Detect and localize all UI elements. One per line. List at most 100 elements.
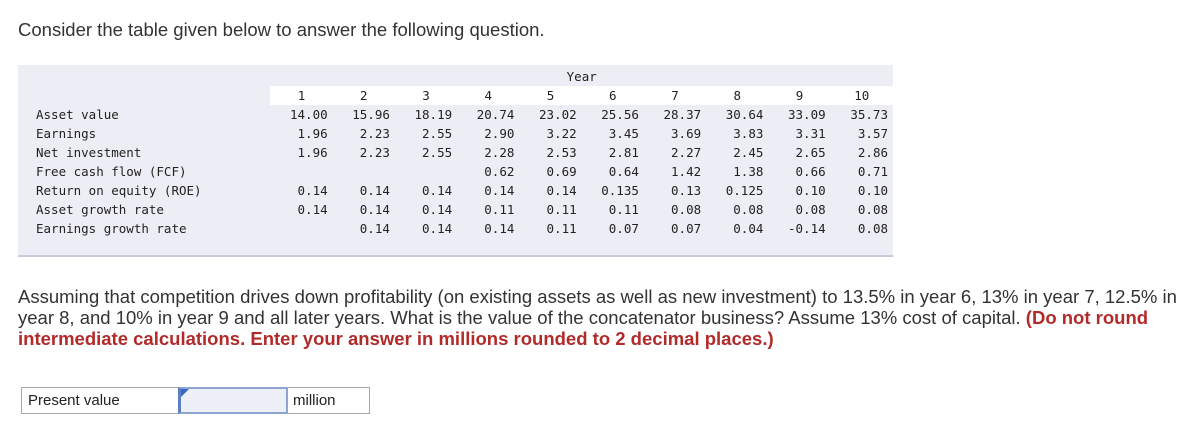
row-label: Net investment (36, 145, 142, 160)
table-cell: 0.07 (608, 221, 639, 236)
table-cell: 30.64 (725, 107, 764, 122)
table-cell: 0.135 (601, 183, 639, 198)
table-cell: 18.19 (414, 107, 453, 122)
row-label: Earnings (36, 126, 97, 141)
table-cell: 14.00 (290, 107, 328, 122)
table-cell (270, 162, 332, 181)
table-cell: 0.69 (546, 164, 577, 179)
table-cell: 28.37 (663, 107, 702, 122)
table-cell: 0.08 (795, 202, 826, 217)
table-cell: 0.08 (857, 221, 888, 236)
table-cell: 0.14 (484, 183, 515, 198)
year-column-header: 10 (830, 86, 893, 105)
table-cell: 0.14 (484, 221, 515, 236)
table-cell: 2.81 (608, 145, 639, 160)
table-cell: 0.08 (671, 202, 702, 217)
table-cell: 0.07 (671, 221, 702, 236)
table-cell: 0.14 (422, 221, 453, 236)
table-cell: 0.11 (484, 202, 515, 217)
table-cell: 3.57 (857, 126, 888, 141)
table-row: Asset value 14.00 15.96 18.19 20.74 23.02 25.5… (18, 105, 893, 124)
table-cell: 0.11 (546, 221, 577, 236)
question-text: Assuming that competition drives down pr… (18, 286, 1183, 349)
table-cell: 2.27 (671, 145, 702, 160)
data-table: Year 1 2 3 4 5 6 7 8 9 10 Asset value 14.00 15.96 18… (18, 67, 893, 238)
table-cell: 0.14 (359, 202, 390, 217)
table-cell: 0.11 (546, 202, 577, 217)
year-column-header: 6 (581, 86, 644, 105)
year-header: Year (566, 69, 597, 84)
table-cell: 0.08 (733, 202, 764, 217)
table-cell: 2.86 (857, 145, 888, 160)
year-column-header: 5 (519, 86, 582, 105)
table-cell: 0.10 (795, 183, 826, 198)
table-cell: 2.45 (733, 145, 764, 160)
table-cell: 33.09 (788, 107, 826, 122)
row-label: Asset growth rate (36, 202, 164, 217)
table-row: Earnings growth rate 0.14 0.14 0.14 0.11 0.07… (18, 219, 893, 238)
row-label: Earnings growth rate (36, 221, 187, 236)
table-cell: 0.08 (857, 202, 888, 217)
table-cell: 0.10 (857, 183, 888, 198)
answer-row: Present value million (21, 387, 370, 414)
present-value-label: Present value (21, 387, 179, 414)
table-cell: 3.83 (733, 126, 764, 141)
table-cell: 2.55 (422, 145, 453, 160)
table-cell: 0.64 (608, 164, 639, 179)
table-cell (333, 162, 395, 181)
row-label: Asset value (36, 107, 119, 122)
year-column-header: 4 (457, 86, 520, 105)
table-cell: 0.13 (671, 183, 702, 198)
present-value-input[interactable] (178, 387, 288, 414)
table-cell: -0.14 (788, 221, 826, 236)
table-cell (270, 219, 332, 238)
table-cell: 0.04 (733, 221, 764, 236)
table-row: Return on equity (ROE) 0.14 0.14 0.14 0.14 0.… (18, 181, 893, 200)
table-cell: 0.14 (359, 183, 390, 198)
table-cell: 2.23 (359, 145, 390, 160)
unit-label: million (287, 387, 370, 414)
table-cell: 0.71 (857, 164, 888, 179)
year-column-header: 7 (643, 86, 707, 105)
input-flag-icon (181, 389, 189, 397)
table-cell: 3.45 (608, 126, 639, 141)
table-row: Asset growth rate 0.14 0.14 0.14 0.11 0.11 0.1… (18, 200, 893, 219)
table-cell: 2.55 (422, 126, 453, 141)
table-cell: 2.65 (795, 145, 826, 160)
table-cell: 1.96 (297, 126, 328, 141)
table-cell: 2.23 (359, 126, 390, 141)
table-cell: 0.66 (795, 164, 826, 179)
table-cell: 35.73 (850, 107, 888, 122)
table-cell: 15.96 (352, 107, 390, 122)
year-column-header: 2 (332, 86, 395, 105)
table-cell: 1.42 (671, 164, 702, 179)
table-cell: 2.53 (546, 145, 577, 160)
intro-text: Consider the table given below to answer… (18, 19, 545, 40)
year-column-header: 9 (768, 86, 831, 105)
table-cell: 2.90 (484, 126, 515, 141)
year-column-header: 8 (706, 86, 769, 105)
table-cell: 2.28 (484, 145, 515, 160)
table-cell: 0.11 (608, 202, 639, 217)
table-cell: 0.14 (359, 221, 390, 236)
table-cell: 20.74 (476, 107, 515, 122)
table-cell: 1.96 (297, 145, 328, 160)
table-cell: 0.14 (422, 202, 453, 217)
year-column-header: 1 (270, 86, 333, 105)
table-cell: 0.14 (546, 183, 577, 198)
question-body: Assuming that competition drives down pr… (18, 286, 1177, 328)
table-cell: 1.38 (733, 164, 764, 179)
table-cell: 3.69 (671, 126, 702, 141)
table-cell: 3.31 (795, 126, 826, 141)
year-column-header: 3 (394, 86, 458, 105)
table-cell: 0.62 (484, 164, 515, 179)
data-table-panel: Year 1 2 3 4 5 6 7 8 9 10 Asset value 14.00 15.96 18… (18, 65, 893, 257)
table-cell (395, 162, 457, 181)
row-label: Free cash flow (FCF) (36, 164, 187, 179)
table-cell: 0.14 (422, 183, 453, 198)
table-row: Free cash flow (FCF) 0.62 0.69 0.64 1.42 1.38… (18, 162, 893, 181)
table-row: Net investment 1.96 2.23 2.55 2.28 2.53 2.81 2.… (18, 143, 893, 162)
question-instructions: (Do not round intermediate calculations.… (18, 307, 1149, 349)
table-cell: 25.56 (601, 107, 639, 122)
table-cell: 23.02 (539, 107, 577, 122)
